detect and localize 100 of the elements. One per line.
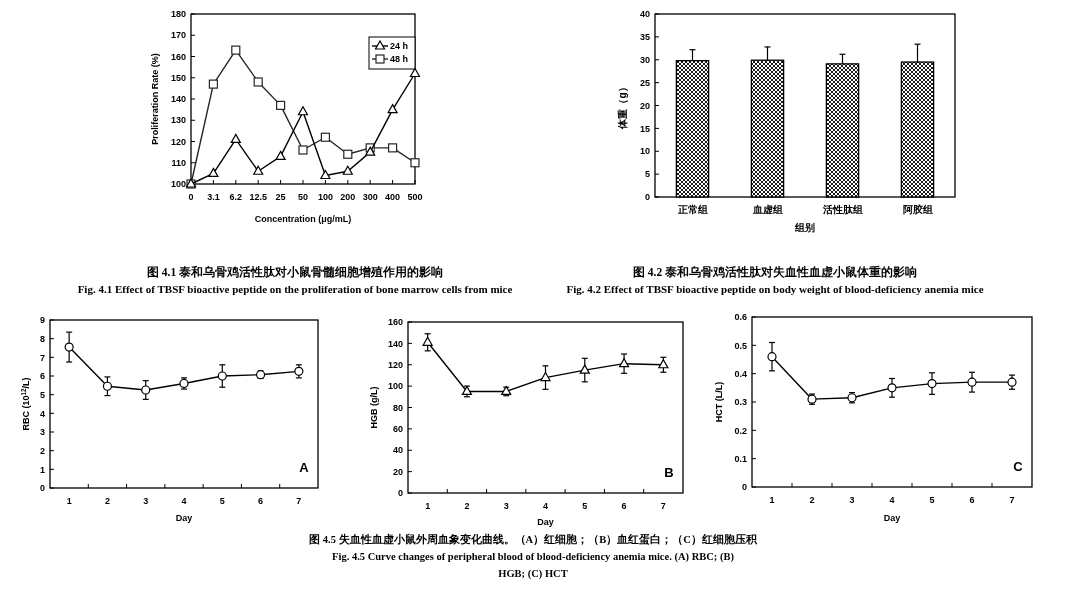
y-tick-label: 0.2 [734, 425, 747, 436]
x-tick-label: 200 [340, 192, 356, 202]
text: HGB; (C) HCT [498, 568, 568, 580]
point [767, 352, 777, 362]
x-axis-title: 组别 [794, 222, 815, 233]
point [388, 143, 398, 153]
y-axis-title: 体重（g） [617, 82, 628, 130]
point [343, 149, 353, 159]
y-tick-label: 25 [639, 77, 650, 88]
x-tick-label: 血虚组 [751, 204, 783, 215]
point [231, 45, 241, 55]
point [579, 364, 590, 374]
y-axis-title: Proliferation Rate (%) [150, 53, 160, 145]
y-tick-label: 5 [39, 389, 45, 400]
text: 图 4.1 泰和乌骨鸡活性肽对小鼠骨髓细胞增殖作用的影响 [146, 265, 444, 278]
annotation: C [1013, 459, 1024, 474]
y-tick-label: 40 [639, 9, 650, 20]
legend-label: 24 h [390, 41, 409, 52]
point [275, 150, 286, 160]
x-tick-label: 12.5 [249, 192, 267, 202]
y-axis-title: HGB (g/L) [369, 386, 379, 429]
x-axis-title: Day [883, 513, 901, 523]
caption: 图 4.5 失血性血虚小鼠外周血象变化曲线。（A）红细胞；（B）血红蛋白；（C）红细胞压积 [309, 533, 758, 546]
x-tick-label: 100 [317, 192, 333, 202]
y-tick-label: 100 [170, 179, 186, 190]
x-tick-label: 2 [464, 501, 470, 511]
y-tick-label: 9 [39, 315, 45, 326]
point [342, 165, 353, 175]
legend-label: 48 h [390, 54, 409, 65]
point [276, 100, 286, 110]
x-tick-label: 活性肽组 [821, 204, 863, 215]
y-tick-label: 150 [170, 72, 186, 83]
point [253, 77, 263, 87]
y-tick-label: 10 [639, 146, 650, 157]
y-tick-label: 0.6 [734, 312, 747, 323]
y-tick-label: 0.1 [734, 453, 747, 464]
x-tick-label: 400 [385, 192, 401, 202]
y-tick-label: 100 [387, 381, 403, 392]
x-tick-label: 50 [297, 192, 309, 202]
point [320, 132, 330, 142]
x-tick-label: 300 [362, 192, 378, 202]
y-tick-label: 3 [39, 427, 45, 438]
y-tick-label: 120 [387, 359, 403, 370]
y-tick-label: 2 [39, 445, 45, 456]
annotation: B [664, 465, 674, 480]
x-tick-label: 正常组 [676, 204, 708, 215]
y-tick-label: 140 [387, 338, 403, 349]
point [64, 342, 74, 352]
point [320, 169, 331, 180]
y-tick-label: 20 [639, 100, 650, 111]
x-tick-label: 1 [769, 495, 775, 505]
y-tick-label: 0 [39, 483, 45, 494]
point [102, 381, 113, 391]
y-tick-label: 0.5 [734, 340, 747, 351]
y-tick-label: 20 [392, 466, 403, 477]
point [618, 358, 630, 368]
x-tick-label: 3 [143, 496, 149, 506]
x-axis-title: Day [537, 517, 554, 527]
y-tick-label: 15 [639, 123, 650, 134]
y-tick-label: 0 [741, 482, 747, 493]
y-tick-label: 80 [392, 402, 403, 413]
x-tick-label: 7 [296, 496, 302, 506]
y-tick-label: 0.4 [734, 368, 747, 379]
y-tick-label: 110 [171, 157, 186, 168]
x-tick-label: 0 [188, 192, 194, 202]
point [927, 378, 937, 389]
caption: Fig. 4.5 Curve changes of peripheral blood of blood-deficiency anemia mice. (A) RBC; (B) [332, 551, 735, 563]
x-tick-label: 5 [582, 501, 588, 511]
x-tick-label: 3 [503, 501, 509, 511]
y-tick-label: 40 [392, 445, 403, 456]
x-tick-label: 6 [969, 495, 975, 505]
y-axis-title: HCT (L/L) [714, 381, 724, 423]
x-tick-label: 6 [258, 496, 264, 506]
text: 图 4.2 泰和乌骨鸡活性肽对失血性血虚小鼠体重的影响 [632, 265, 918, 278]
point [387, 104, 398, 114]
y-tick-label: 5 [644, 169, 650, 180]
point [658, 359, 669, 369]
x-axis-title: Day [175, 513, 193, 523]
point [540, 371, 551, 382]
x-tick-label: 7 [660, 501, 666, 511]
y-tick-label: 1 [39, 464, 45, 475]
y-tick-label: 180 [170, 9, 186, 20]
y-tick-label: 4 [39, 408, 45, 419]
x-tick-label: 1 [425, 501, 431, 511]
x-tick-label: 5 [219, 496, 225, 506]
point [409, 67, 421, 78]
x-tick-label: 3 [849, 495, 855, 505]
y-tick-label: 170 [170, 30, 186, 41]
x-tick-label: 4 [889, 495, 895, 505]
point [230, 133, 241, 143]
y-tick-label: 7 [39, 352, 45, 363]
annotation: A [299, 460, 310, 475]
y-tick-label: 160 [170, 51, 186, 62]
point [141, 385, 151, 395]
text: Fig. 4.1 Effect of TBSF bioactive peptide on the proliferation of bone marrow cells from mice [77, 283, 513, 295]
x-tick-label: 阿胶组 [902, 204, 933, 215]
x-tick-label: 1 [66, 496, 72, 506]
x-tick-label: 4 [542, 501, 549, 511]
y-tick-label: 160 [387, 317, 403, 328]
y-tick-label: 130 [170, 115, 186, 126]
